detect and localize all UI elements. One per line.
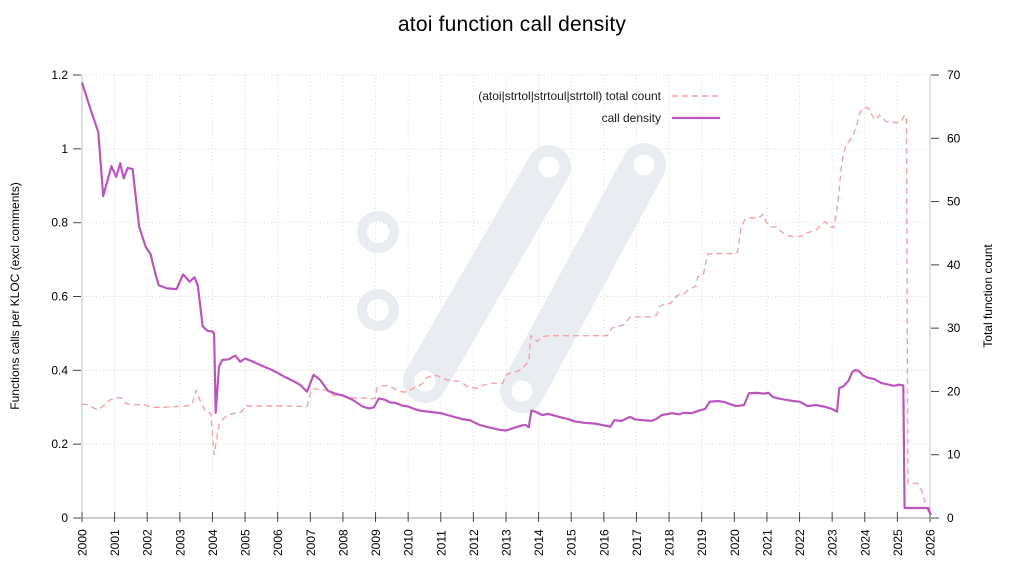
y-right-tick-label: 40: [947, 258, 961, 272]
y-right-tick-label: 20: [947, 384, 961, 398]
y-left-tick-label: 0.2: [51, 437, 68, 451]
y-left-tick-label: 0.8: [51, 216, 68, 230]
x-tick-label: 2001: [108, 529, 122, 556]
y-right-tick-label: 0: [947, 511, 954, 525]
y-left-tick-label: 0.6: [51, 290, 68, 304]
x-tick-label: 2010: [402, 529, 416, 556]
x-tick-label: 2007: [304, 529, 318, 556]
x-tick-label: 2006: [271, 529, 285, 556]
y-right-tick-label: 70: [947, 68, 961, 82]
x-tick-label: 2009: [369, 529, 383, 556]
x-tick-label: 2019: [695, 529, 709, 556]
x-tick-label: 2025: [891, 529, 905, 556]
y-left-axis-label: Functions calls per KLOC (excl comments): [8, 182, 22, 410]
chart-title: atoi function call density: [397, 13, 627, 36]
y-right-tick-label: 60: [947, 131, 961, 145]
x-tick-label: 2015: [565, 529, 579, 556]
x-tick-label: 2002: [141, 529, 155, 556]
x-tick-label: 2018: [663, 529, 677, 556]
x-tick-label: 2026: [924, 529, 938, 556]
x-tick-label: 2013: [500, 529, 514, 556]
legend: (atoi|strtol|strtoul|strtoll) total coun…: [380, 85, 720, 129]
legend-row-total-count: (atoi|strtol|strtoul|strtoll) total coun…: [380, 85, 720, 107]
x-tick-label: 2020: [728, 529, 742, 556]
legend-label-total-count: (atoi|strtol|strtoul|strtoll) total coun…: [478, 89, 661, 103]
x-tick-label: 2016: [597, 529, 611, 556]
x-tick-label: 2003: [173, 529, 187, 556]
x-tick-label: 2000: [76, 529, 90, 556]
legend-label-call-density: call density: [601, 111, 661, 125]
x-tick-label: 2014: [532, 529, 546, 556]
y-left-tick-label: 0.4: [51, 363, 68, 377]
series-line-total-count: [81, 107, 930, 513]
y-left-tick-label: 1: [61, 142, 68, 156]
x-tick-label: 2021: [760, 529, 774, 556]
legend-row-call-density: call density: [380, 107, 720, 129]
legend-sample-solid-line: [672, 116, 720, 120]
chain-links-logo-watermark: [357, 143, 666, 413]
y-right-tick-label: 50: [947, 195, 961, 209]
x-tick-label: 2011: [434, 530, 448, 556]
x-tick-label: 2005: [239, 529, 253, 556]
x-tick-label: 2023: [826, 529, 840, 556]
x-tick-label: 2022: [793, 529, 807, 556]
y-left-tick-label: 0: [61, 511, 68, 525]
y-right-tick-label: 30: [947, 321, 961, 335]
y-right-tick-label: 10: [947, 448, 961, 462]
x-tick-label: 2017: [630, 529, 644, 556]
series-line-call-density: [80, 82, 933, 516]
legend-sample-dashed-line: [672, 95, 720, 97]
x-tick-label: 2024: [858, 529, 872, 556]
x-tick-label: 2004: [206, 529, 220, 556]
x-tick-label: 2008: [336, 529, 350, 556]
x-tick-label: 2012: [467, 529, 481, 556]
y-right-axis-label: Total function count: [981, 244, 995, 348]
y-left-tick-label: 1.2: [51, 68, 68, 82]
